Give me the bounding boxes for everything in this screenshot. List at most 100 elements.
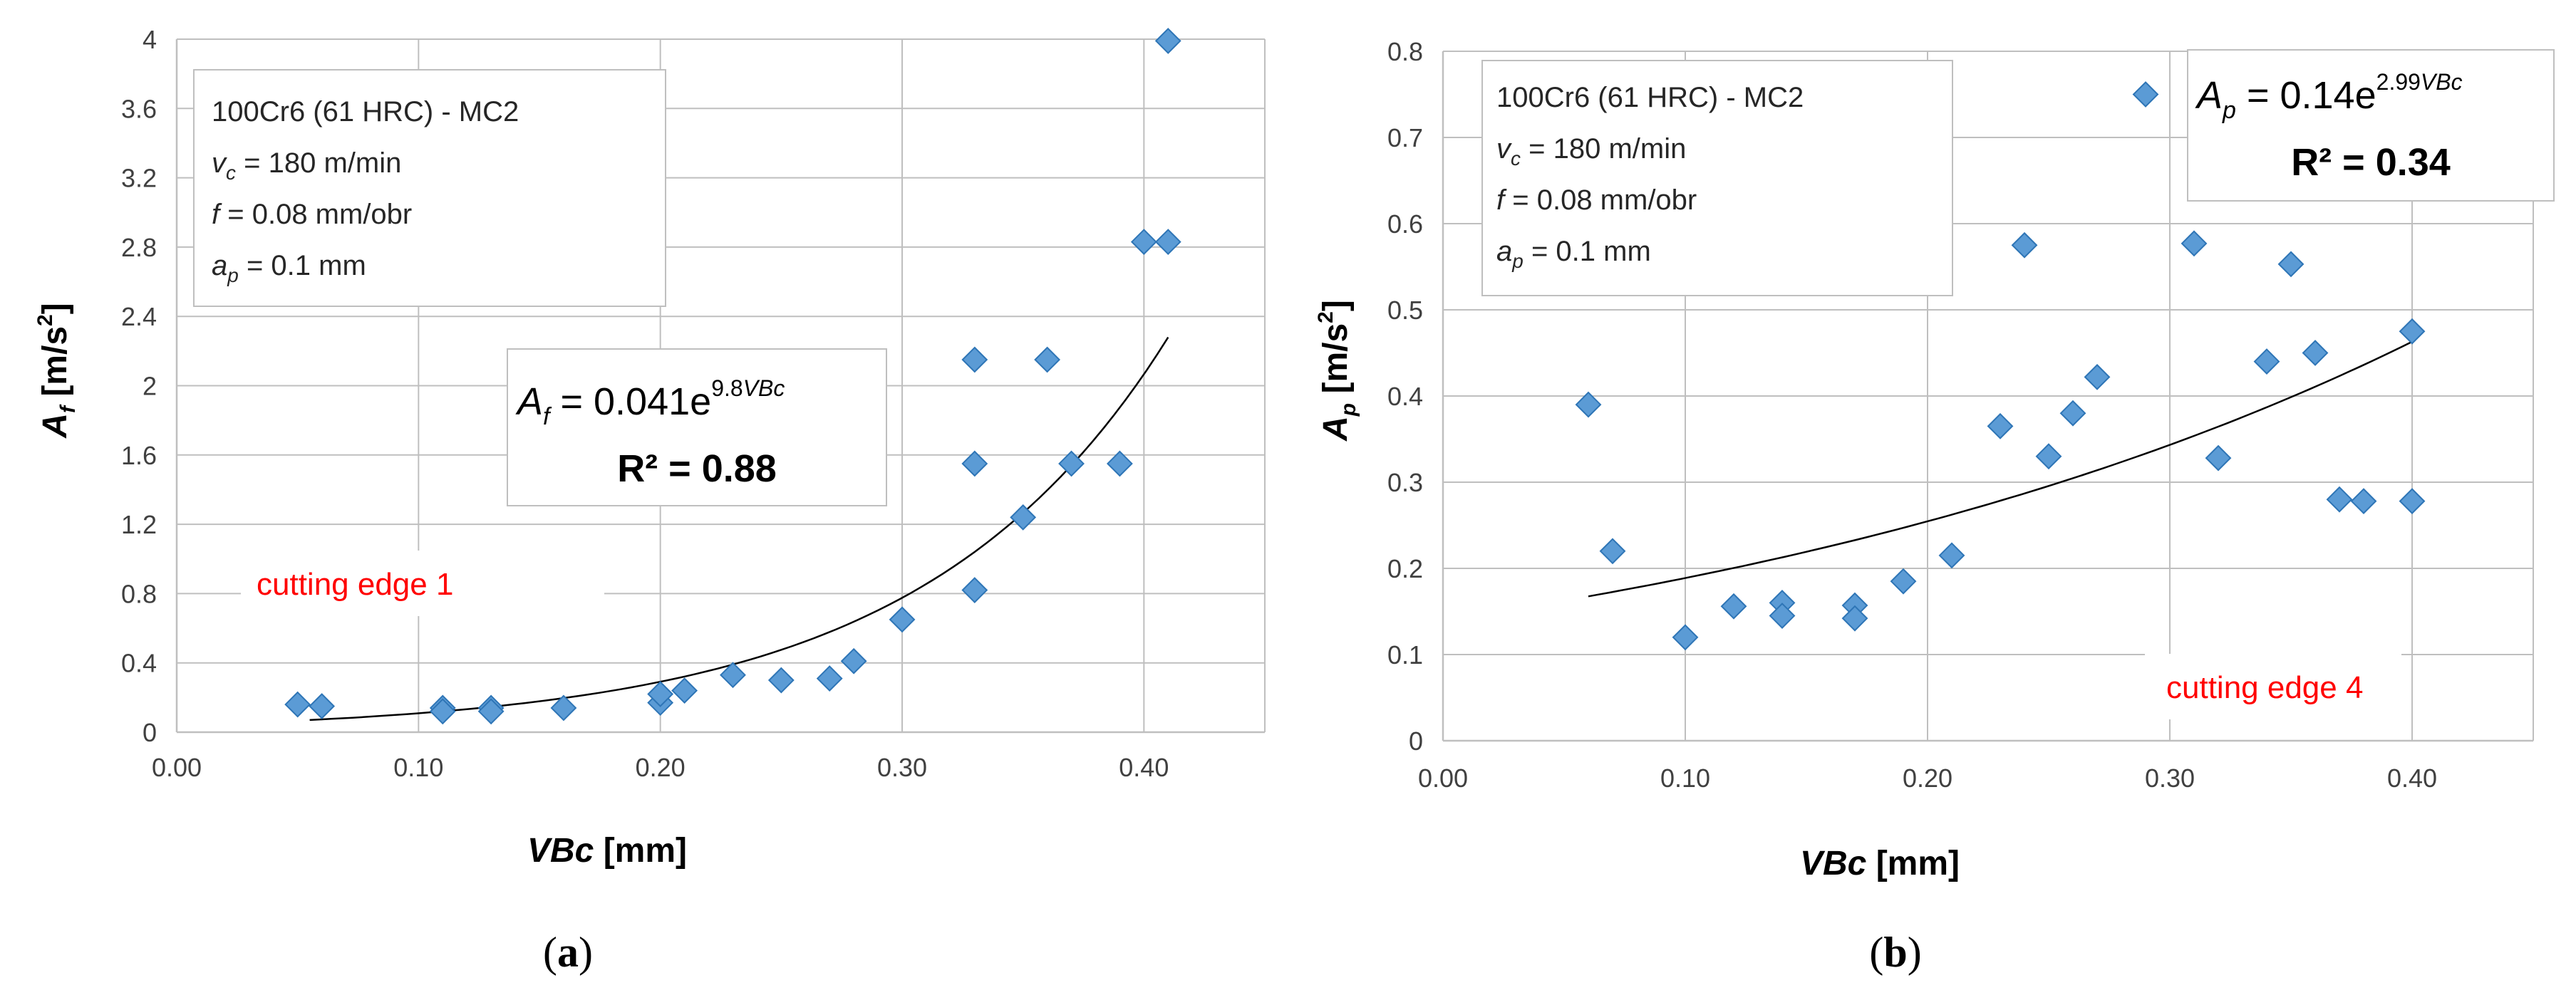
chart-a-y-tick-label: 0 (143, 718, 157, 747)
chart-a-info-f-value: = 0.08 mm/obr (219, 199, 412, 230)
chart-b-y-axis-title: Ap [m/s2] (1314, 300, 1360, 442)
chart-b-x-axis-symbol: VBc (1800, 845, 1866, 882)
chart-b-equation-symbol: A (2195, 74, 2223, 117)
chart-b-equation-subscript: p (2222, 97, 2236, 124)
chart-b-y-tick-label: 0.5 (1387, 296, 1423, 325)
chart-b-data-point (1599, 538, 1626, 565)
chart-b-data-point (2084, 363, 2111, 390)
chart-b-y-tick-label: 0 (1409, 726, 1423, 756)
chart-a-x-axis-unit: [mm] (604, 832, 687, 870)
chart-a-data-point (309, 693, 336, 719)
chart-a-y-axis-title: Af [m/s2] (33, 303, 80, 438)
chart-a-info-vc: vc = 180 m/min (212, 147, 401, 184)
chart-a-data-point (767, 667, 795, 694)
chart-b-data-point (2326, 486, 2353, 513)
chart-a-x-tick-label: 0.30 (877, 753, 927, 782)
chart-a-data-point (1034, 346, 1061, 373)
chart-b-x-axis-title: VBc [mm] (1800, 845, 1960, 882)
chart-b-data-points (1575, 81, 2426, 651)
chart-b-y-tick-label: 0.8 (1387, 37, 1423, 66)
chart-a-info-material: 100Cr6 (61 HRC) - MC2 (212, 96, 519, 127)
chart-a-y-tick-label: 0.4 (121, 649, 157, 678)
chart-b-info-ap-symbol: a (1496, 236, 1512, 267)
chart-a-info-depth: ap = 0.1 mm (212, 250, 366, 286)
chart-a-y-axis-unit-exponent: 2 (33, 314, 57, 326)
chart-b-info-ap-subscript: p (1511, 250, 1524, 272)
panel-label-a: (a) (543, 929, 593, 976)
chart-a-y-tick-label: 2.8 (121, 233, 157, 262)
chart-b: 0 0.1 0.2 0.3 0.4 0.5 0.6 0.7 0.8 0.00 0.10 0.20 0.… (1314, 37, 2555, 976)
chart-b-equation-exponent-var: VBc (2421, 69, 2463, 95)
chart-b-y-tick-label: 0.7 (1387, 123, 1423, 152)
chart-b-y-axis-subscript: p (1337, 403, 1360, 417)
chart-a-data-point (840, 647, 867, 674)
chart-b-info-ap-value: = 0.1 mm (1524, 236, 1651, 267)
chart-a-r-squared: R² = 0.88 (617, 447, 777, 490)
chart-b-y-tick-label: 0.3 (1387, 468, 1423, 497)
chart-b-equation-box (2187, 49, 2555, 202)
chart-a-y-tick-label: 4 (143, 25, 157, 54)
chart-b-r-squared: R² = 0.34 (2291, 141, 2451, 184)
chart-b-y-axis-unit-close: ] (1317, 300, 1355, 311)
chart-a-data-point (477, 698, 505, 725)
chart-b-y-tick-label: 0.4 (1387, 382, 1423, 411)
chart-b-x-tick-labels: 0.00 0.10 0.20 0.30 0.40 (1418, 764, 2437, 793)
chart-b-x-tick-label: 0.30 (2145, 764, 2195, 793)
chart-b-x-tick-label: 0.00 (1418, 764, 1468, 793)
chart-a-data-point (671, 677, 698, 704)
chart-b-annotation-bg (2145, 654, 2401, 719)
chart-b-y-axis-symbol: A (1317, 416, 1355, 442)
chart-a-x-axis-symbol: VBc (527, 832, 594, 870)
chart-a-info-box (193, 69, 666, 307)
chart-b-data-point (1720, 593, 1747, 620)
chart-a-data-point (647, 681, 674, 707)
chart-b-info-material: 100Cr6 (61 HRC) - MC2 (1496, 82, 1804, 113)
chart-b-info-vc-subscript: c (1511, 147, 1521, 170)
panel-label-b: (b) (1869, 929, 1921, 976)
chart-a-y-axis-unit-close: ] (36, 303, 74, 314)
chart-a-y-axis-unit: [m/s (36, 326, 74, 397)
chart-a-y-tick-label: 0.8 (121, 579, 157, 608)
chart-b-equation-exponent: 2.99 (2376, 69, 2421, 95)
chart-b-data-point (1769, 603, 1796, 629)
chart-b-x-tick-label: 0.20 (1903, 764, 1952, 793)
chart-b-x-axis-unit: [mm] (1876, 845, 1960, 882)
chart-a-annotation-bg (241, 551, 604, 616)
chart-a-equation-body: = 0.041e (549, 380, 711, 423)
chart-a-data-point (961, 577, 988, 603)
chart-b-info-box (1481, 60, 1953, 296)
chart-a-x-axis-title: VBc [mm] (527, 832, 687, 870)
chart-a: 0 0.4 0.8 1.2 1.6 2 2.4 2.8 3.2 3.6 4 0.00 0.10 0.20… (33, 25, 1266, 976)
chart-b-data-point (1575, 391, 1602, 418)
chart-b-equation-body: = 0.14e (2236, 74, 2376, 117)
chart-b-y-tick-label: 0.1 (1387, 640, 1423, 670)
chart-b-y-tick-label: 0.6 (1387, 209, 1423, 239)
chart-a-data-point (720, 662, 746, 689)
chart-b-trendline (1588, 340, 2413, 598)
chart-a-data-point (1058, 450, 1085, 477)
chart-b-data-point (2011, 231, 2038, 259)
chart-a-y-tick-label: 1.6 (121, 441, 157, 470)
chart-a-info-feed: f = 0.08 mm/obr (212, 199, 412, 230)
chart-b-info-depth: ap = 0.1 mm (1496, 236, 1651, 272)
chart-b-data-point (1841, 605, 1868, 632)
chart-b-data-point (1672, 624, 1699, 651)
chart-b-data-point (2350, 488, 2377, 515)
chart-a-data-point (889, 606, 916, 633)
chart-b-info-feed: f = 0.08 mm/obr (1496, 184, 1697, 216)
chart-a-x-tick-label: 0.10 (393, 753, 443, 782)
chart-a-x-tick-label: 0.40 (1119, 753, 1169, 782)
chart-a-data-point (961, 450, 988, 477)
chart-b-y-tick-label: 0.2 (1387, 554, 1423, 583)
chart-a-info-vc-subscript: c (226, 162, 236, 184)
chart-a-info-ap-value: = 0.1 mm (239, 250, 366, 281)
chart-a-data-points (284, 28, 1181, 725)
chart-a-equation-exponent: 9.8 (711, 375, 743, 401)
chart-a-equation: Af = 0.041e9.8VBc (515, 375, 785, 430)
chart-b-data-point (1987, 412, 2014, 439)
chart-b-cutting-edge-label: cutting edge 4 (2166, 670, 2363, 705)
chart-b-x-tick-label: 0.10 (1660, 764, 1710, 793)
chart-a-y-axis-subscript: f (56, 404, 80, 413)
chart-a-equation-symbol: A (515, 380, 543, 423)
